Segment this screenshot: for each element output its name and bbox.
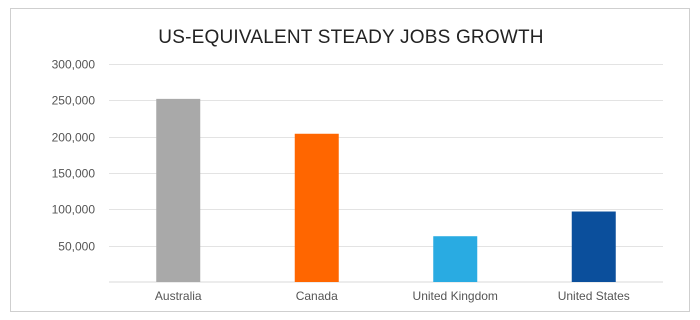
y-tick-label: 200,000	[52, 131, 96, 145]
y-tick-label: 250,000	[52, 94, 96, 108]
bar-united-kingdom	[433, 236, 478, 282]
chart-frame: US-EQUIVALENT STEADY JOBS GROWTH 50,000 1…	[10, 8, 690, 312]
chart-title: US-EQUIVALENT STEADY JOBS GROWTH	[158, 27, 544, 48]
y-tick-label: 50,000	[58, 240, 95, 254]
bars	[156, 98, 616, 282]
y-tick-label: 100,000	[52, 203, 96, 217]
x-tick-label: United States	[558, 289, 630, 303]
bar-united-states	[571, 211, 616, 282]
gridlines	[109, 64, 663, 283]
x-tick-label: Australia	[155, 289, 202, 303]
y-axis-tick-labels: 50,000 100,000 150,000 200,000 250,000 300,00…	[52, 58, 96, 254]
bar-australia	[156, 98, 201, 282]
x-tick-label: United Kingdom	[413, 289, 498, 303]
x-axis-tick-labels: Australia Canada United Kingdom United Stat…	[155, 289, 630, 303]
bar-canada	[294, 133, 339, 282]
y-tick-label: 300,000	[52, 58, 96, 72]
x-tick-label: Canada	[296, 289, 338, 303]
y-tick-label: 150,000	[52, 167, 96, 181]
bar-chart: 50,000 100,000 150,000 200,000 250,000 300,00…	[52, 58, 663, 303]
